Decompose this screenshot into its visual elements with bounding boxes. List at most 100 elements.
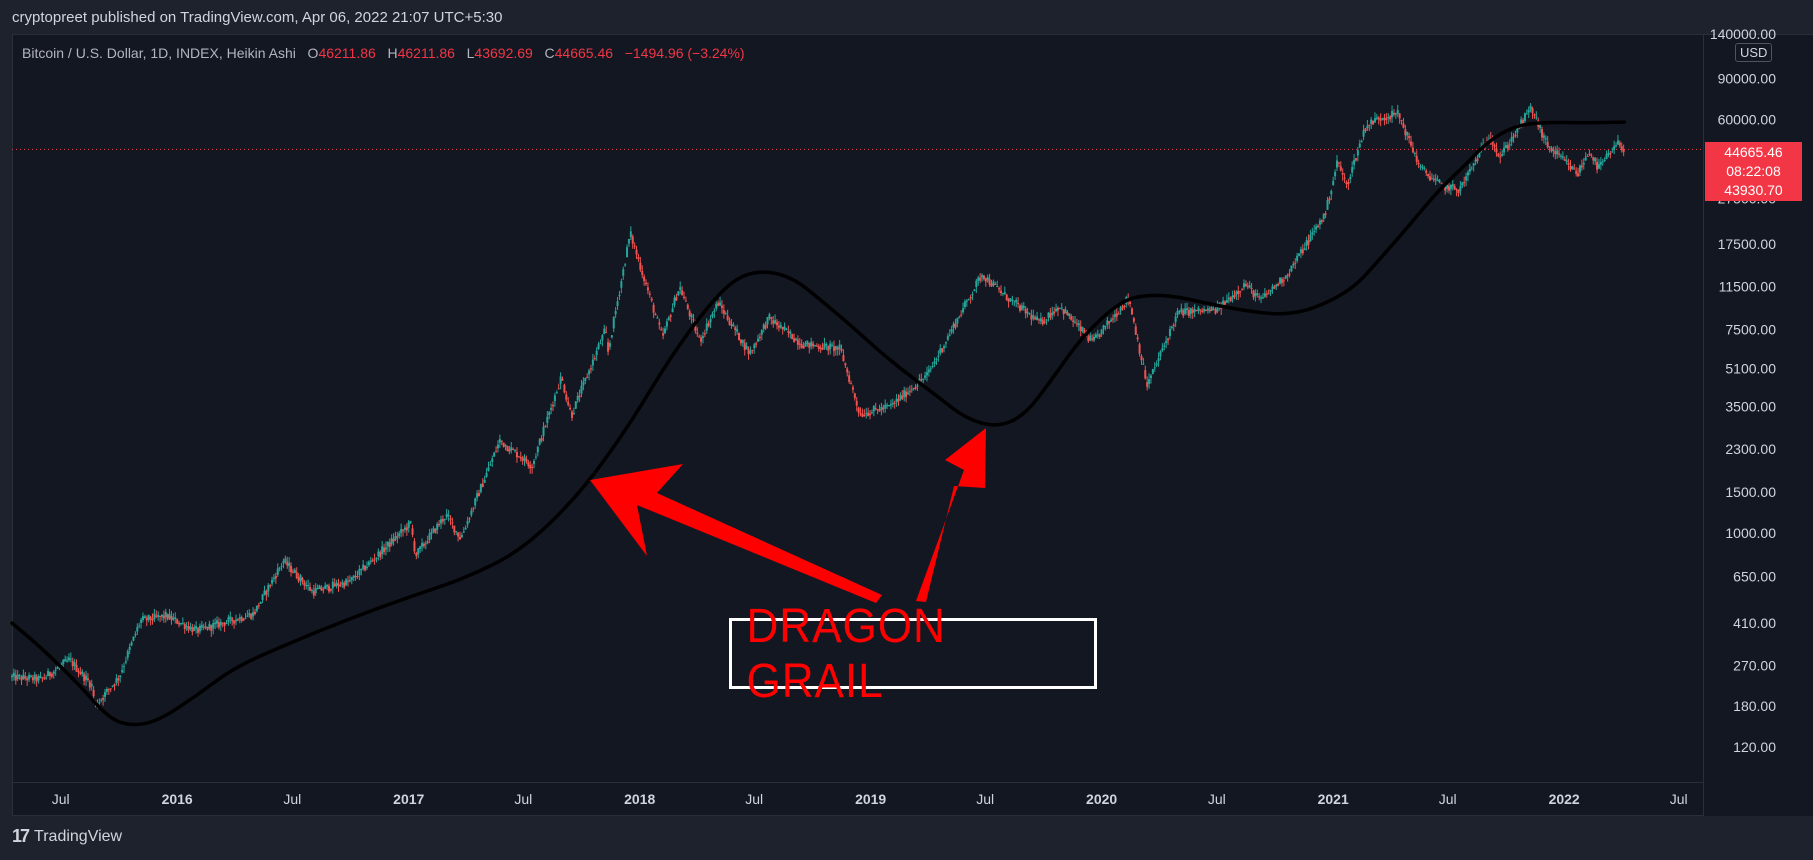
candle-body bbox=[1026, 311, 1029, 314]
candle-body bbox=[383, 547, 386, 552]
candle-body bbox=[1522, 120, 1525, 125]
candle-body bbox=[515, 451, 518, 458]
candle-body bbox=[269, 584, 272, 587]
candle-body bbox=[684, 300, 687, 302]
candle-body bbox=[821, 347, 824, 350]
candle-body bbox=[1391, 111, 1394, 118]
candle-body bbox=[570, 411, 573, 418]
candle-body bbox=[293, 569, 296, 573]
candle-body bbox=[753, 344, 756, 349]
candle-body bbox=[98, 702, 101, 704]
candle-body bbox=[597, 344, 600, 349]
candle-body bbox=[1565, 160, 1568, 163]
candle-body bbox=[216, 620, 219, 624]
tradingview-logo[interactable]: 17 TradingView bbox=[12, 826, 122, 847]
candle-body bbox=[1320, 219, 1323, 222]
candle-body bbox=[586, 376, 589, 378]
candle-body bbox=[1015, 299, 1018, 303]
candle-body bbox=[88, 681, 91, 688]
candle-body bbox=[1100, 329, 1103, 335]
candle-body bbox=[301, 578, 304, 582]
candle-body bbox=[627, 238, 630, 244]
candle-body bbox=[1360, 140, 1363, 142]
candle-body bbox=[67, 657, 70, 661]
candle-body bbox=[1605, 154, 1608, 160]
candle-body bbox=[1453, 186, 1456, 190]
candle-body bbox=[111, 685, 114, 687]
candle-body bbox=[812, 343, 815, 347]
candle-body bbox=[1307, 240, 1310, 245]
candle-body bbox=[267, 585, 270, 592]
candle-body bbox=[1138, 344, 1141, 354]
candle-body bbox=[290, 565, 293, 573]
candle-body bbox=[703, 333, 706, 335]
candle-body bbox=[519, 457, 522, 459]
candle-body bbox=[278, 567, 281, 569]
candle-body bbox=[1573, 168, 1576, 170]
candle-body bbox=[925, 372, 928, 376]
candle-body bbox=[176, 619, 179, 624]
candle-body bbox=[1535, 116, 1538, 118]
candle-body bbox=[1432, 178, 1435, 180]
candle-body bbox=[1172, 324, 1175, 327]
candle-body bbox=[525, 458, 528, 463]
candle-body bbox=[130, 642, 133, 646]
candle-body bbox=[449, 518, 452, 520]
candle-body bbox=[1191, 309, 1194, 313]
candle-body bbox=[1603, 159, 1606, 162]
candle-body bbox=[931, 365, 934, 367]
candle-body bbox=[62, 660, 65, 665]
candle-body bbox=[1070, 316, 1073, 320]
candle-body bbox=[815, 345, 818, 347]
candle-body bbox=[719, 302, 722, 306]
candle-body bbox=[933, 361, 936, 364]
candle-body bbox=[1466, 172, 1469, 176]
candle-body bbox=[284, 558, 287, 562]
candle-body bbox=[1182, 310, 1185, 316]
candle-body bbox=[601, 335, 604, 341]
candle-body bbox=[1210, 307, 1213, 311]
candle-body bbox=[1559, 155, 1562, 157]
candle-body bbox=[1130, 308, 1133, 315]
candle-body bbox=[872, 406, 875, 412]
candle-body bbox=[690, 314, 693, 318]
candle-body bbox=[1170, 326, 1173, 329]
candle-body bbox=[1474, 159, 1477, 162]
candle-body bbox=[141, 616, 144, 620]
x-tick-label: 2019 bbox=[855, 791, 886, 807]
candle-body bbox=[758, 336, 761, 339]
candle-body bbox=[1455, 189, 1458, 191]
candle-body bbox=[1053, 311, 1056, 314]
candle-body bbox=[428, 533, 431, 540]
candle-body bbox=[318, 585, 321, 589]
candle-body bbox=[1167, 338, 1170, 341]
high-label: H bbox=[387, 45, 398, 61]
candle-body bbox=[1074, 321, 1077, 323]
candle-body bbox=[1151, 368, 1154, 374]
candle-body bbox=[1229, 297, 1232, 302]
candle-body bbox=[686, 304, 689, 309]
candle-body bbox=[1235, 291, 1238, 295]
candle-body bbox=[132, 636, 135, 641]
candle-body bbox=[561, 378, 564, 381]
candle-body bbox=[1000, 290, 1003, 294]
candle-body bbox=[1244, 283, 1247, 287]
candle-body bbox=[468, 518, 471, 520]
candle-body bbox=[1142, 363, 1145, 365]
candle-body bbox=[927, 369, 930, 373]
time-axis[interactable] bbox=[12, 782, 1704, 817]
candle-body bbox=[965, 300, 968, 302]
currency-badge[interactable]: USD bbox=[1735, 43, 1773, 62]
candle-body bbox=[1269, 289, 1272, 293]
candle-body bbox=[1282, 280, 1285, 282]
candle-body bbox=[895, 398, 898, 403]
candle-body bbox=[105, 688, 108, 692]
candle-body bbox=[339, 585, 342, 587]
candle-body bbox=[722, 309, 725, 314]
candle-body bbox=[958, 317, 961, 319]
candle-body bbox=[1157, 358, 1160, 362]
candle-body bbox=[392, 539, 395, 542]
symbol-label: Bitcoin / U.S. Dollar, 1D, INDEX, Heikin… bbox=[22, 45, 296, 61]
candle-body bbox=[1299, 249, 1302, 254]
candle-body bbox=[52, 671, 55, 674]
